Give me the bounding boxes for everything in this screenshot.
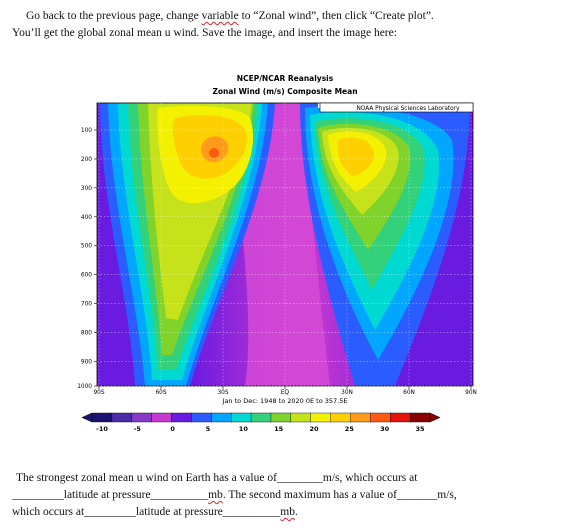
colorbar-tick-label: 25 <box>345 425 355 433</box>
colorbar-tick-label: 30 <box>380 425 390 433</box>
colorbar-segment <box>350 412 371 423</box>
colorbar-arrow-right <box>429 412 441 423</box>
question-line-1: The strongest zonal mean u wind on Earth… <box>16 472 418 484</box>
question: The strongest zonal mean u wind on Earth… <box>12 470 572 521</box>
y-tick-label: 700 <box>81 302 92 308</box>
answer-blank-value-1[interactable]: ________ <box>276 472 323 484</box>
x-tick-label: EQ <box>281 390 290 396</box>
question-line-2: _________latitude at pressure__________m… <box>12 489 457 501</box>
y-tick-label: 600 <box>81 273 92 279</box>
mb-unit-2: mb <box>280 506 295 518</box>
colorbar-segment <box>171 412 192 423</box>
x-tick-label: 30N <box>341 390 353 396</box>
question-line-3: which occurs at_________latitude at pres… <box>12 506 298 518</box>
answer-blank-pressure-1[interactable]: __________ <box>150 489 209 501</box>
figure-title-2: Zonal Wind (m/s) Composite Mean <box>212 87 357 96</box>
x-axis: 90S 60S 30S EQ 30N 60N 90N <box>93 386 477 396</box>
instruction-line-2: You’ll get the global zonal mean u wind.… <box>12 27 397 39</box>
x-tick-label: 90S <box>93 390 104 396</box>
credit-box <box>319 102 474 113</box>
colorbar-ticks: -10 -5 0 5 10 15 20 25 30 35 <box>96 425 425 433</box>
answer-blank-latitude-2[interactable]: _________ <box>84 506 136 518</box>
colorbar-segment <box>409 412 431 423</box>
colorbar-segment <box>330 412 351 423</box>
answer-blank-latitude-1[interactable]: _________ <box>12 489 64 501</box>
colorbar-segment <box>151 412 173 423</box>
colorbar-segment <box>310 412 332 423</box>
y-tick-label: 1000 <box>77 384 92 390</box>
colorbar-tick-label: 10 <box>239 425 249 433</box>
colorbar-segment <box>390 412 411 423</box>
colorbar-segment <box>91 412 113 423</box>
figure-title-1: NCEP/NCAR Reanalysis <box>237 74 334 83</box>
y-tick-label: 500 <box>81 244 92 250</box>
instructions: Go back to the previous page, change var… <box>12 8 567 42</box>
colorbar-tick-label: 15 <box>274 425 284 433</box>
y-axis: 100 200 300 400 500 600 700 800 900 1000 <box>77 128 97 390</box>
colorbar-segment <box>131 412 153 423</box>
colorbar-segment <box>211 412 232 423</box>
colorbar-tick-label: 0 <box>170 425 175 433</box>
y-tick-label: 800 <box>81 331 92 337</box>
colorbar-tick-label: -5 <box>134 425 142 433</box>
instruction-line-1: Go back to the previous page, change var… <box>26 10 434 22</box>
mb-unit-1: mb <box>208 489 223 501</box>
x-tick-label: 90N <box>465 390 477 396</box>
gridlines <box>97 103 473 387</box>
colorbar-segment <box>250 412 272 423</box>
colorbar-arrow-left <box>81 412 93 423</box>
x-tick-label: 30S <box>217 390 228 396</box>
colorbar-segment <box>290 412 312 423</box>
answer-blank-pressure-2[interactable]: __________ <box>222 506 281 518</box>
date-range-label: Jan to Dec: 1948 to 2020 0E to 357.5E <box>222 397 348 405</box>
colorbar-tick-label: -10 <box>96 425 108 433</box>
y-tick-label: 200 <box>81 157 92 163</box>
northern-jet <box>300 103 470 386</box>
colorbar-segment <box>370 412 391 423</box>
y-tick-label: 300 <box>81 186 92 192</box>
answer-blank-value-2[interactable]: _______ <box>396 489 438 501</box>
colorbar-tick-label: 35 <box>415 425 425 433</box>
variable-word: variable <box>201 10 239 22</box>
colorbar-segment <box>191 412 212 423</box>
y-tick-label: 900 <box>81 359 92 365</box>
colorbar <box>81 412 441 423</box>
credit-text: NOAA Physical Sciences Laboratory <box>356 106 460 112</box>
colorbar-segment <box>111 412 133 423</box>
colorbar-tick-label: 5 <box>206 425 211 433</box>
colorbar-tick-label: 20 <box>309 425 319 433</box>
y-tick-label: 100 <box>81 128 92 134</box>
colorbar-segment <box>270 412 292 423</box>
colorbar-segment <box>230 412 252 423</box>
x-tick-label: 60N <box>403 390 415 396</box>
x-tick-label: 60S <box>155 390 166 396</box>
y-tick-label: 400 <box>81 215 92 221</box>
